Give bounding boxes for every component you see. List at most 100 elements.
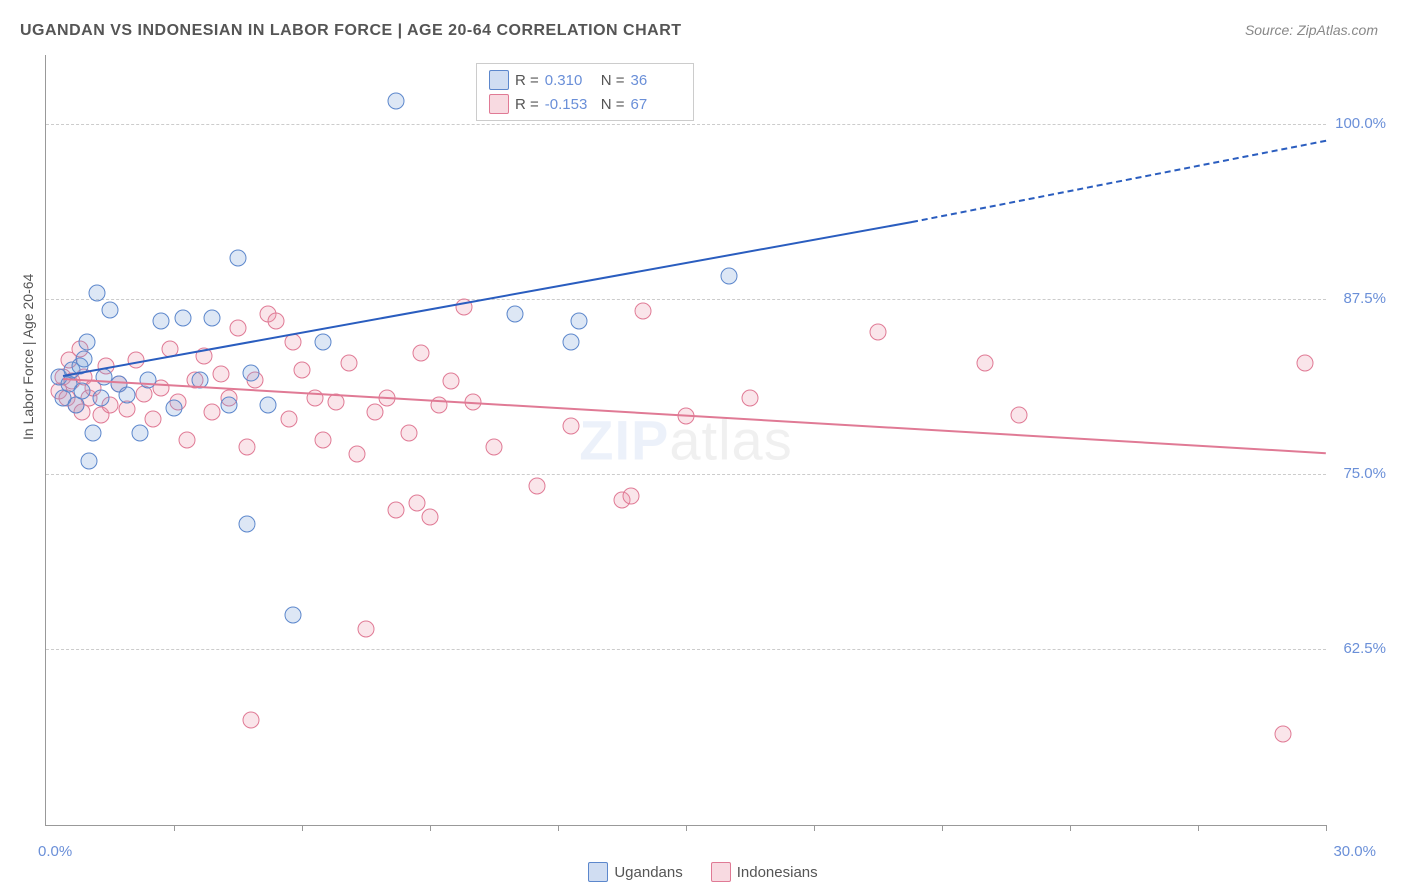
data-point: [153, 313, 170, 330]
stats-row: R = -0.153 N = 67: [489, 92, 681, 116]
data-point: [366, 404, 383, 421]
r-label: R =: [515, 96, 539, 113]
legend-label: Indonesians: [737, 864, 818, 881]
data-point: [144, 411, 161, 428]
data-point: [238, 439, 255, 456]
r-value: -0.153: [545, 96, 595, 113]
data-point: [387, 93, 404, 110]
data-point: [742, 390, 759, 407]
data-point: [315, 334, 332, 351]
data-point: [80, 453, 97, 470]
data-point: [622, 488, 639, 505]
x-tick: [1198, 825, 1199, 831]
x-tick: [430, 825, 431, 831]
n-label: N =: [601, 96, 625, 113]
data-point: [1296, 355, 1313, 372]
stats-legend: R = 0.310 N = 36 R = -0.153 N = 67: [476, 63, 694, 121]
data-point: [387, 502, 404, 519]
x-tick: [1070, 825, 1071, 831]
data-point: [93, 390, 110, 407]
data-point: [400, 425, 417, 442]
chart-title: UGANDAN VS INDONESIAN IN LABOR FORCE | A…: [20, 22, 682, 40]
n-label: N =: [601, 72, 625, 89]
legend-label: Ugandans: [614, 864, 682, 881]
data-point: [1010, 406, 1027, 423]
data-point: [204, 404, 221, 421]
stats-row: R = 0.310 N = 36: [489, 68, 681, 92]
x-tick: [558, 825, 559, 831]
gridline: [46, 124, 1326, 125]
data-point: [528, 478, 545, 495]
bottom-legend: Ugandans Indonesians: [0, 862, 1406, 882]
data-point: [340, 355, 357, 372]
data-point: [84, 425, 101, 442]
r-value: 0.310: [545, 72, 595, 89]
x-tick: [942, 825, 943, 831]
r-label: R =: [515, 72, 539, 89]
gridline: [46, 649, 1326, 650]
data-point: [285, 607, 302, 624]
data-point: [238, 516, 255, 533]
legend-item: Indonesians: [711, 862, 818, 882]
swatch-pink-icon: [489, 94, 509, 114]
x-max-label: 30.0%: [1333, 843, 1376, 860]
data-point: [507, 306, 524, 323]
x-tick: [1326, 825, 1327, 831]
data-point: [443, 373, 460, 390]
data-point: [413, 345, 430, 362]
y-axis-label: In Labor Force | Age 20-64: [20, 274, 36, 440]
chart-plot-area: ZIPatlas R = 0.310 N = 36 R = -0.153 N =…: [45, 55, 1326, 826]
data-point: [178, 432, 195, 449]
swatch-blue-icon: [588, 862, 608, 882]
data-point: [976, 355, 993, 372]
data-point: [409, 495, 426, 512]
swatch-pink-icon: [711, 862, 731, 882]
data-point: [166, 399, 183, 416]
data-point: [212, 366, 229, 383]
data-point: [74, 383, 91, 400]
x-min-label: 0.0%: [38, 843, 72, 860]
n-value: 36: [631, 72, 681, 89]
data-point: [76, 350, 93, 367]
data-point: [562, 418, 579, 435]
data-point: [230, 250, 247, 267]
data-point: [259, 397, 276, 414]
y-tick-label: 75.0%: [1343, 465, 1386, 482]
data-point: [720, 268, 737, 285]
data-point: [1275, 726, 1292, 743]
gridline: [46, 299, 1326, 300]
data-point: [562, 334, 579, 351]
watermark-bold: ZIP: [579, 409, 669, 472]
data-point: [268, 313, 285, 330]
x-tick: [174, 825, 175, 831]
data-point: [242, 712, 259, 729]
data-point: [221, 397, 238, 414]
data-point: [358, 621, 375, 638]
data-point: [89, 285, 106, 302]
data-point: [102, 301, 119, 318]
data-point: [294, 362, 311, 379]
chart-container: UGANDAN VS INDONESIAN IN LABOR FORCE | A…: [0, 0, 1406, 892]
x-tick: [686, 825, 687, 831]
data-point: [174, 310, 191, 327]
data-point: [119, 387, 136, 404]
legend-item: Ugandans: [588, 862, 682, 882]
data-point: [315, 432, 332, 449]
gridline: [46, 474, 1326, 475]
data-point: [140, 371, 157, 388]
x-tick: [302, 825, 303, 831]
source-label: Source: ZipAtlas.com: [1245, 22, 1378, 38]
data-point: [204, 310, 221, 327]
data-point: [281, 411, 298, 428]
y-tick-label: 62.5%: [1343, 640, 1386, 657]
data-point: [571, 313, 588, 330]
y-tick-label: 87.5%: [1343, 290, 1386, 307]
data-point: [78, 334, 95, 351]
x-tick: [814, 825, 815, 831]
n-value: 67: [631, 96, 681, 113]
data-point: [131, 425, 148, 442]
y-tick-label: 100.0%: [1335, 115, 1386, 132]
data-point: [349, 446, 366, 463]
data-point: [870, 324, 887, 341]
swatch-blue-icon: [489, 70, 509, 90]
